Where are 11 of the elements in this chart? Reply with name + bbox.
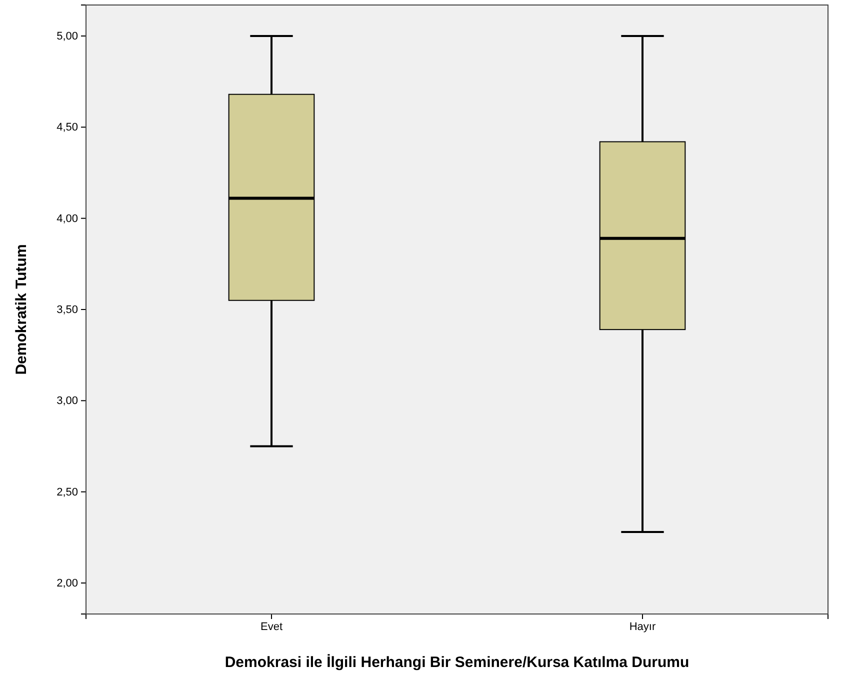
y-tick-label: 2,00 [56,578,78,590]
y-tick-label: 4,00 [56,212,78,225]
x-tick-label: Hayır [629,620,656,633]
y-tick-label: 4,50 [56,122,78,134]
y-tick-label: 5,00 [56,30,78,43]
y-tick-label: 3,00 [56,395,78,408]
x-axis-title: Demokrasi ile İlgili Herhangi Bir Seminere/Kursa Katılma Durumu [224,654,690,671]
x-tick-label: Evet [260,620,283,633]
y-tick-label: 3,50 [56,304,78,316]
y-axis-title: Demokratik Tutum [13,244,30,375]
y-tick-label: 2,50 [56,486,78,498]
